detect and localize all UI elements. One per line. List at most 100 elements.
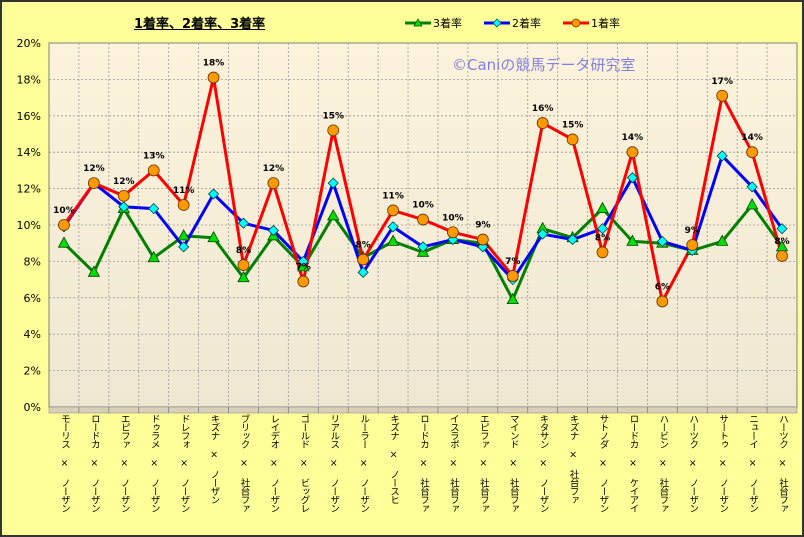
x-tick-label: ハーツク × ノーザン (687, 414, 699, 512)
data-point-2nd (357, 266, 369, 278)
data-point-2nd (417, 241, 429, 253)
data-point-3rd (237, 270, 250, 283)
data-label: 11% (173, 186, 195, 196)
data-label: 15% (322, 111, 344, 121)
x-tick-label: ハービン × 社台ファ (657, 414, 669, 512)
data-point-1st (746, 146, 759, 159)
data-point-2nd (746, 181, 758, 193)
data-point-2nd (267, 224, 279, 237)
legend-circle-icon (563, 18, 589, 28)
data-point-2nd (537, 228, 549, 240)
data-point-2nd (776, 223, 788, 235)
y-tick-label: 16% (17, 110, 41, 123)
data-point-2nd (118, 201, 130, 213)
data-point-3rd (626, 234, 639, 246)
legend-triangle-icon (405, 18, 431, 27)
legend-item-2nd: 2着率 (484, 15, 541, 31)
watermark: ©Caniの競馬データ研究室 (452, 56, 636, 74)
y-tick-label: 6% (24, 292, 41, 305)
data-point-1st (117, 189, 130, 202)
data-label: 12% (263, 164, 285, 174)
data-point-1st (417, 213, 429, 226)
data-label: 10% (412, 201, 434, 211)
data-point-3rd (596, 201, 609, 214)
data-point-3rd (745, 198, 759, 210)
x-tick-label: ハーツク × 社台ファ (777, 414, 789, 512)
data-point-1st (447, 226, 459, 239)
data-point-1st (357, 253, 370, 266)
data-point-3rd (177, 229, 190, 241)
legend-label: 1着率 (591, 17, 620, 30)
data-point-3rd (506, 292, 519, 305)
data-point-3rd (57, 236, 71, 248)
data-label: 8% (236, 246, 251, 256)
data-point-1st (237, 259, 250, 271)
data-label: 10% (53, 206, 75, 216)
data-point-2nd (716, 150, 728, 162)
data-point-1st (626, 146, 639, 159)
data-point-1st (177, 199, 190, 211)
data-point-3rd (716, 234, 729, 246)
data-point-2nd (656, 235, 668, 247)
data-point-1st (267, 177, 280, 190)
data-point-3rd (147, 250, 160, 263)
x-tick-label: エピファ × ノーザン (118, 414, 130, 512)
x-tick-label: ルーラー × ノーザン (358, 414, 370, 512)
data-label: 15% (562, 120, 584, 130)
legend-diamond-icon (484, 18, 510, 28)
data-label: 7% (296, 262, 311, 272)
legend-item-1st: 1着率 (563, 15, 620, 31)
chart-title: 1着率、2着率、3着率 (134, 17, 266, 32)
data-label: 18% (203, 59, 225, 69)
data-point-1st (87, 177, 100, 190)
x-tick-label: モーリス × ノーザン (58, 414, 70, 512)
data-label: 7% (505, 257, 520, 267)
x-tick-label: イスラボ × 社台ファ (447, 414, 459, 512)
data-label: 12% (83, 164, 105, 174)
data-point-1st (387, 204, 399, 217)
data-point-2nd (567, 233, 579, 246)
y-tick-label: 20% (17, 37, 41, 50)
x-tick-label: マインド × 社台ファ (507, 414, 519, 512)
data-point-2nd (297, 255, 309, 267)
data-point-2nd (148, 203, 160, 215)
data-point-1st (686, 239, 699, 251)
data-point-1st (297, 275, 310, 288)
x-tick-label: エピファ × 社台ファ (477, 414, 489, 512)
data-point-1st (596, 246, 609, 259)
data-point-1st (476, 233, 489, 246)
data-point-3rd (386, 234, 400, 246)
data-point-1st (656, 295, 669, 308)
data-label: 11% (382, 191, 404, 201)
data-point-3rd (87, 265, 101, 277)
y-tick-label: 8% (24, 255, 41, 268)
data-point-1st (776, 250, 788, 262)
y-tick-label: 2% (24, 365, 41, 378)
data-point-1st (58, 219, 70, 231)
data-point-1st (147, 164, 160, 177)
y-tick-label: 0% (24, 401, 41, 414)
legend-label: 3着率 (433, 17, 462, 30)
x-tick-label: ブリック × 社台ファ (238, 414, 250, 512)
data-point-1st (536, 117, 549, 129)
data-label: 8% (774, 237, 789, 247)
data-point-2nd (387, 221, 399, 233)
y-tick-label: 18% (17, 73, 41, 86)
x-tick-label: キズナ × ノーザン (208, 414, 220, 504)
data-point-2nd (207, 188, 220, 200)
legend: 3着率 2着率 1着率 (405, 15, 620, 31)
x-tick-label: キタサン × ノーザン (537, 414, 549, 512)
x-tick-label: ロードカ × 社台ファ (418, 414, 429, 512)
data-point-1st (207, 71, 220, 84)
x-tick-label: レイデオ × ノーザン (268, 414, 280, 512)
data-label: 10% (442, 213, 464, 223)
x-tick-label: ロードカ × ケイアイ (627, 414, 639, 512)
data-label: 6% (655, 282, 670, 292)
y-tick-label: 14% (17, 146, 41, 159)
data-point-2nd (327, 177, 339, 189)
y-tick-label: 10% (17, 219, 41, 232)
y-tick-label: 4% (24, 328, 41, 341)
data-label: 14% (622, 133, 644, 143)
data-point-1st (566, 133, 579, 146)
